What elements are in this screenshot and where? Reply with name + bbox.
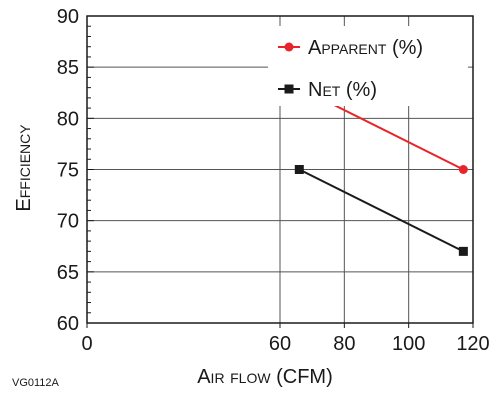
series-line <box>298 168 464 253</box>
legend-swatch-marker <box>284 42 294 52</box>
data-point <box>294 165 304 174</box>
y-tick-labels: 60 65 70 75 80 85 90 <box>57 6 79 335</box>
x-tick-label: 0 <box>81 333 92 355</box>
legend-label: Apparent (%) <box>308 37 423 59</box>
x-tick-label: 60 <box>269 333 291 355</box>
data-point <box>458 246 468 256</box>
data-point <box>458 165 468 174</box>
figure-code: VG0112A <box>12 377 60 389</box>
y-tick-label: 70 <box>57 211 79 233</box>
x-tick-label: 100 <box>392 333 425 355</box>
x-tick-labels: 0 60 80 100 120 <box>81 333 489 355</box>
y-tick-label: 80 <box>57 108 79 130</box>
y-tick-label: 65 <box>57 262 79 284</box>
y-tick-label: 60 <box>57 313 79 335</box>
y-axis-title: Efficiency <box>13 124 35 212</box>
legend-swatch-marker <box>284 84 294 94</box>
y-tick-label: 85 <box>57 57 79 79</box>
y-tick-label: 75 <box>57 160 79 182</box>
x-tick-label: 80 <box>333 333 355 355</box>
y-tick-label: 90 <box>57 6 79 28</box>
x-tick-label: 120 <box>456 333 489 355</box>
legend-box <box>268 26 468 106</box>
legend: Apparent (%) Net (%) <box>278 37 423 101</box>
plot-frame <box>86 15 474 324</box>
legend-label: Net (%) <box>308 79 377 101</box>
x-axis-title: Air flow (CFM) <box>197 366 333 388</box>
